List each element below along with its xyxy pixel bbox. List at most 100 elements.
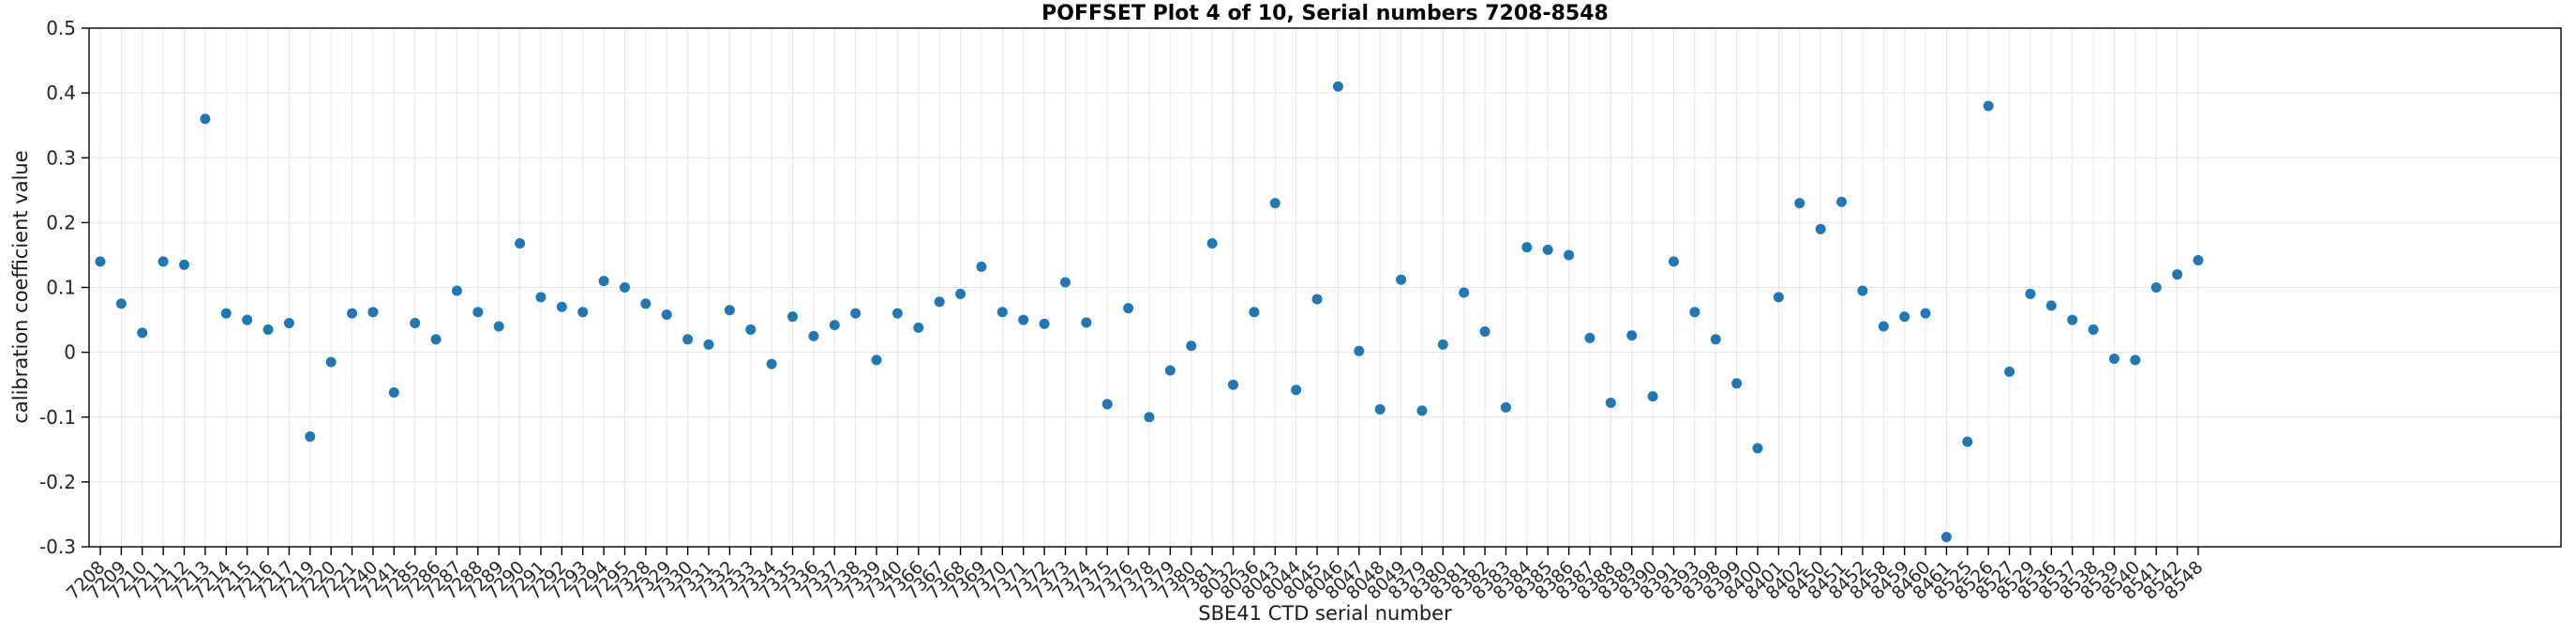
data-point bbox=[1459, 287, 1470, 298]
data-point bbox=[535, 292, 547, 303]
data-point bbox=[1542, 244, 1553, 255]
data-point bbox=[388, 386, 399, 398]
data-point bbox=[620, 282, 630, 293]
data-point bbox=[1940, 532, 1952, 543]
data-point bbox=[1647, 391, 1658, 402]
data-point bbox=[1500, 401, 1511, 413]
data-point bbox=[1626, 330, 1638, 341]
data-point bbox=[2025, 288, 2036, 299]
data-point bbox=[1857, 285, 1868, 296]
y-tick-label: 0.5 bbox=[46, 17, 76, 39]
data-point bbox=[556, 301, 567, 312]
data-point bbox=[430, 334, 442, 345]
data-point bbox=[2108, 354, 2119, 365]
y-tick-label: 0.4 bbox=[46, 82, 76, 104]
data-point bbox=[515, 237, 526, 249]
data-point bbox=[1920, 308, 1931, 319]
data-point bbox=[1605, 398, 1616, 409]
data-point bbox=[1773, 292, 1784, 303]
y-tick-label: 0.1 bbox=[46, 277, 76, 299]
data-point bbox=[1249, 307, 1260, 318]
data-point bbox=[577, 307, 589, 318]
data-point bbox=[493, 321, 504, 332]
data-point bbox=[891, 308, 903, 319]
data-point bbox=[115, 298, 127, 309]
data-point bbox=[1689, 307, 1700, 318]
data-point bbox=[1354, 345, 1365, 356]
data-point bbox=[1123, 303, 1134, 314]
data-point bbox=[955, 288, 966, 299]
data-point bbox=[1564, 249, 1575, 261]
data-point bbox=[871, 355, 882, 366]
data-point bbox=[1186, 340, 1197, 352]
data-point bbox=[179, 259, 190, 270]
data-point bbox=[1669, 256, 1679, 267]
data-point bbox=[703, 339, 714, 350]
data-point bbox=[367, 307, 379, 318]
data-point bbox=[1374, 403, 1385, 415]
data-point bbox=[1878, 321, 1889, 332]
data-point bbox=[1228, 379, 1239, 390]
data-point bbox=[137, 327, 148, 339]
data-point bbox=[1164, 365, 1176, 376]
data-point bbox=[1710, 334, 1721, 345]
y-tick-label: -0.3 bbox=[39, 536, 76, 558]
data-point bbox=[1899, 311, 1910, 323]
data-point bbox=[1794, 198, 1805, 209]
data-point bbox=[1291, 385, 1302, 396]
data-point bbox=[1731, 378, 1743, 389]
data-point bbox=[451, 285, 462, 296]
data-point bbox=[1039, 318, 1050, 329]
data-point bbox=[1206, 237, 1218, 249]
data-point bbox=[2067, 314, 2078, 325]
data-point bbox=[1962, 436, 1973, 447]
data-point bbox=[1416, 405, 1428, 416]
data-point bbox=[2130, 355, 2141, 366]
data-point bbox=[1332, 81, 1343, 92]
data-point bbox=[598, 276, 609, 287]
data-point bbox=[1081, 317, 1092, 328]
data-point bbox=[1018, 314, 1029, 325]
data-point bbox=[2004, 366, 2015, 377]
data-point bbox=[850, 308, 861, 319]
data-point bbox=[808, 330, 819, 341]
data-point bbox=[2088, 324, 2099, 335]
data-point bbox=[325, 356, 337, 368]
data-point bbox=[157, 256, 169, 267]
data-point bbox=[976, 261, 987, 272]
data-point bbox=[242, 314, 253, 325]
data-point bbox=[661, 309, 672, 321]
y-tick-label: 0.3 bbox=[46, 146, 76, 169]
data-point bbox=[640, 298, 651, 309]
data-point bbox=[1311, 294, 1323, 305]
data-point bbox=[1752, 443, 1763, 454]
data-point bbox=[724, 305, 735, 316]
data-point bbox=[1437, 339, 1448, 350]
data-point bbox=[1059, 277, 1071, 288]
data-point bbox=[410, 318, 421, 329]
data-point bbox=[1269, 198, 1281, 209]
data-point bbox=[1584, 332, 1595, 343]
data-point bbox=[95, 256, 106, 267]
data-point bbox=[1983, 100, 1994, 112]
data-point bbox=[745, 324, 756, 335]
data-point bbox=[787, 311, 799, 323]
data-point bbox=[2045, 300, 2057, 311]
y-tick-label: 0.2 bbox=[46, 211, 76, 234]
data-point bbox=[913, 322, 924, 333]
chart-title: POFFSET Plot 4 of 10, Serial numbers 720… bbox=[1041, 2, 1609, 25]
data-point bbox=[220, 308, 232, 319]
y-tick-label: 0 bbox=[64, 341, 76, 364]
data-point bbox=[283, 318, 294, 329]
data-point bbox=[347, 308, 358, 319]
data-point bbox=[1101, 399, 1113, 410]
data-point bbox=[2193, 254, 2204, 265]
data-point bbox=[262, 324, 274, 335]
data-point bbox=[682, 334, 694, 345]
x-axis-label: SBE41 CTD serial number bbox=[1198, 602, 1452, 625]
data-point bbox=[472, 307, 484, 318]
data-point bbox=[200, 113, 211, 125]
data-point bbox=[1836, 196, 1848, 207]
